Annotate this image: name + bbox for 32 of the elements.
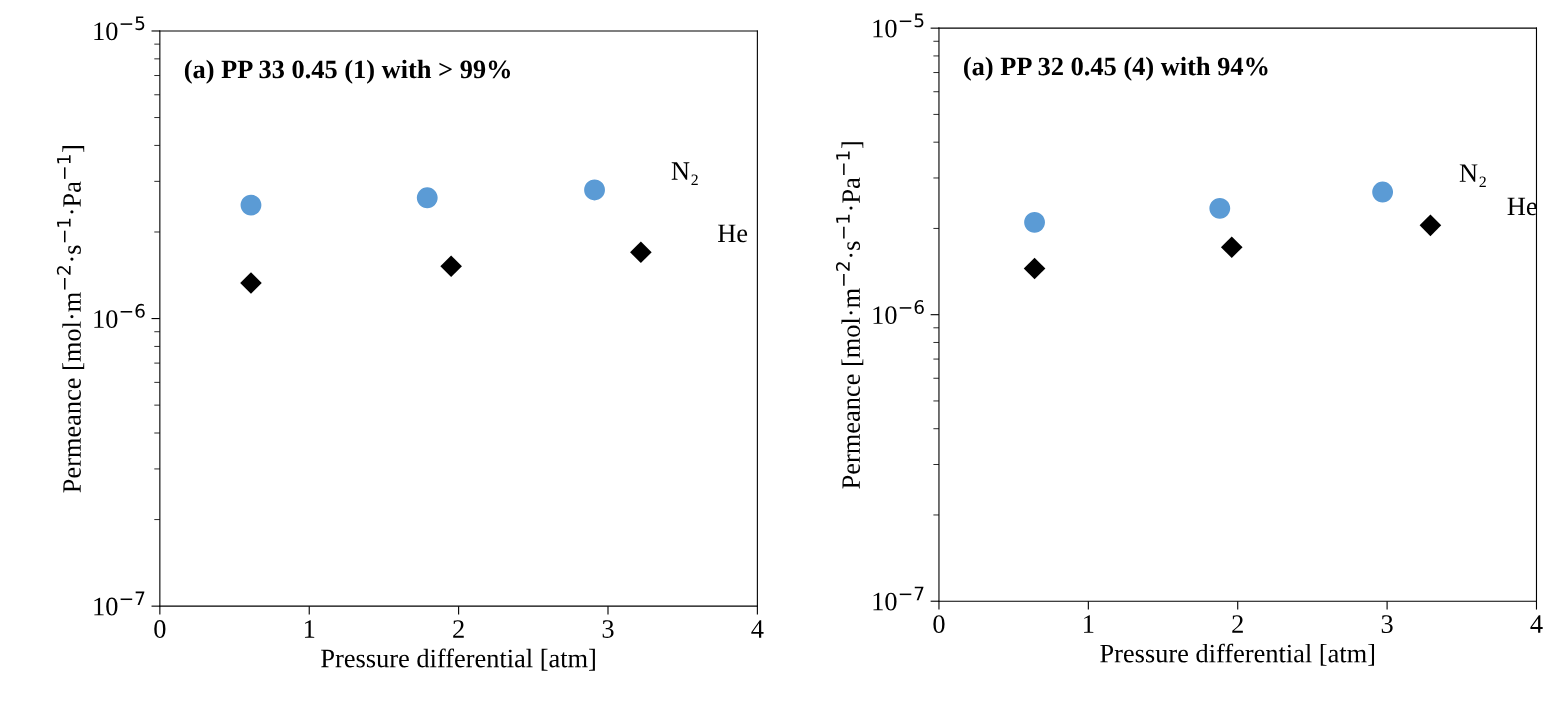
point	[240, 194, 262, 216]
x-axis-title: Pressure differential [atm]	[321, 648, 595, 671]
x-tick-label: 2	[453, 620, 464, 638]
y-tick-label: 10$^{−6}$	[873, 300, 924, 325]
text: N₂	[1459, 164, 1486, 188]
x-tick-label: 1	[304, 620, 315, 638]
x-axis-title: Pressure differential [atm]	[1100, 643, 1375, 666]
text: He	[1507, 197, 1537, 216]
x-tick-label: 4	[751, 620, 764, 638]
y-axis-title: Permeance [mol·m$^{−2}$·s$^{−1}$·Pa$^{−1}$]	[835, 142, 864, 489]
y-tick-label: 10$^{−7}$	[94, 591, 145, 616]
point	[416, 187, 438, 209]
text: N₂	[671, 162, 698, 186]
text: He	[718, 224, 748, 243]
x-tick-label: 2	[1232, 615, 1243, 633]
point	[630, 241, 652, 264]
text: (a) PP 32 0.45 (4) with 94%	[964, 56, 1268, 81]
x-tick-label: 0	[154, 620, 166, 638]
point	[240, 272, 262, 294]
y-axis-title: Permeance [mol·m$^{−2}$·s$^{−1}$·Pa$^{−1}$]	[56, 146, 85, 493]
y-tick-label: 10$^{−6}$	[94, 303, 145, 328]
text: (a) PP 33 0.45 (1) with > 99%	[184, 59, 511, 84]
y-tick-label: 10$^{−7}$	[873, 586, 924, 611]
x-tick-label: 0	[933, 615, 945, 633]
point	[584, 179, 605, 201]
point	[440, 255, 462, 278]
x-tick-label: 1	[1084, 615, 1094, 633]
x-tick-label: 4	[1530, 615, 1543, 633]
x-tick-label: 3	[1381, 615, 1393, 633]
y-tick-label: 10$^{−5}$	[94, 16, 145, 41]
x-tick-label: 3	[602, 620, 614, 638]
y-tick-label: 10$^{−5}$	[873, 13, 924, 38]
